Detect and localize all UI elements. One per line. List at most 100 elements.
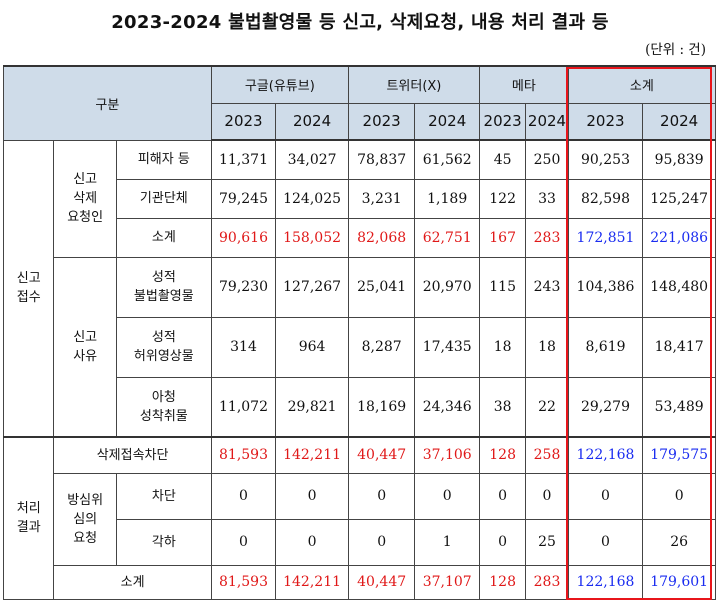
cell: 258	[525, 436, 569, 474]
cell: 167	[478, 217, 527, 258]
cell: 250	[525, 139, 569, 180]
header-twitter: 트위터(X)	[347, 65, 480, 104]
row-label: 각하	[115, 518, 212, 566]
cell: 122,168	[567, 564, 644, 600]
cell: 20,970	[414, 256, 480, 318]
cell: 40,447	[347, 436, 416, 474]
cell: 62,751	[414, 217, 480, 258]
header-year: 2023	[478, 102, 527, 141]
group-request: 신고 삭제 요청인	[53, 139, 117, 258]
cell: 179,601	[642, 564, 716, 600]
cell: 24,346	[414, 376, 480, 438]
row-label: 기관단체	[115, 178, 212, 219]
cell: 104,386	[567, 256, 644, 318]
cell: 124,025	[275, 178, 349, 219]
cell: 95,839	[642, 139, 716, 180]
row-label: 소계	[115, 217, 212, 258]
cell: 11,072	[210, 376, 277, 438]
cell: 18,169	[347, 376, 416, 438]
cell: 18,417	[642, 316, 716, 378]
cell: 127,267	[275, 256, 349, 318]
table-row: 신고 접수 신고 삭제 요청인 피해자 등 11,371 34,027 78,8…	[2, 139, 716, 438]
cell: 964	[275, 316, 349, 378]
cell: 158,052	[275, 217, 349, 258]
cell: 79,245	[210, 178, 277, 219]
row-label: 피해자 등	[115, 139, 212, 180]
cell: 8,619	[567, 316, 644, 378]
cell: 0	[478, 518, 527, 566]
cell: 125,247	[642, 178, 716, 219]
cell: 40,447	[347, 564, 416, 600]
row-label: 아청 성착취물	[115, 376, 212, 438]
cell: 37,107	[414, 564, 480, 600]
table-row: 기관단체 79,245 124,025 3,231 1,189 122 33 8…	[4, 178, 716, 219]
page-title: 2023-2024 불법촬영물 등 신고, 삭제요청, 내용 처리 결과 등	[111, 12, 609, 33]
header-year: 2024	[275, 102, 349, 141]
cell: 78,837	[347, 139, 416, 180]
cell: 122	[478, 178, 527, 219]
cell: 122,168	[567, 436, 644, 474]
cell: 11,371	[210, 139, 277, 180]
header-category: 구분	[3, 65, 212, 141]
cell: 25,041	[347, 256, 416, 318]
cell: 283	[525, 217, 569, 258]
cell: 38	[478, 376, 527, 438]
header-meta: 메타	[478, 65, 569, 104]
cell: 0	[414, 472, 480, 520]
header-year: 2024	[642, 102, 716, 141]
cell: 82,598	[567, 178, 644, 219]
cell: 22	[525, 376, 569, 438]
cell: 0	[478, 472, 527, 520]
table-row: 처리 결과 삭제접속차단 81,593 142,211 40,447 37,10…	[2, 436, 716, 600]
table-row: 각하 0 0 0 1 0 25 0 26	[4, 518, 716, 566]
cell: 0	[347, 472, 416, 520]
cell: 0	[210, 518, 277, 566]
header-year: 2023	[347, 102, 416, 141]
cell: 115	[478, 256, 527, 318]
cell: 29,821	[275, 376, 349, 438]
group-result: 처리 결과	[2, 436, 55, 600]
cell: 221,086	[642, 217, 716, 258]
row-label: 성적 허위영상물	[115, 316, 212, 378]
header-year: 2024	[525, 102, 569, 141]
cell: 17,435	[414, 316, 480, 378]
cell: 3,231	[347, 178, 416, 219]
cell: 90,616	[210, 217, 277, 258]
cell: 45	[478, 139, 527, 180]
header-year: 2023	[210, 102, 277, 141]
cell: 0	[525, 472, 569, 520]
cell: 1	[414, 518, 480, 566]
cell: 81,593	[210, 564, 277, 600]
cell: 8,287	[347, 316, 416, 378]
cell: 243	[525, 256, 569, 318]
cell: 81,593	[210, 436, 277, 474]
row-label: 성적 불법촬영물	[115, 256, 212, 318]
table-row: 소계 90,616 158,052 82,068 62,751 167 283 …	[4, 217, 716, 258]
row-label: 소계	[53, 564, 212, 600]
cell: 0	[567, 518, 644, 566]
header-google: 구글(유튜브)	[210, 65, 349, 104]
cell: 0	[275, 518, 349, 566]
row-label: 차단	[115, 472, 212, 520]
cell: 18	[478, 316, 527, 378]
table-row: 성적 허위영상물 314 964 8,287 17,435 18 18 8,61…	[4, 316, 716, 378]
cell: 142,211	[275, 436, 349, 474]
cell: 25	[525, 518, 569, 566]
cell: 29,279	[567, 376, 644, 438]
cell: 314	[210, 316, 277, 378]
cell: 283	[525, 564, 569, 600]
cell: 26	[642, 518, 716, 566]
header-year: 2023	[567, 102, 644, 141]
cell: 53,489	[642, 376, 716, 438]
cell: 179,575	[642, 436, 716, 474]
cell: 0	[347, 518, 416, 566]
cell: 0	[210, 472, 277, 520]
table-row: 방심위 심의 요청 차단 0 0 0 0 0 0 0 0	[4, 472, 716, 566]
cell: 0	[567, 472, 644, 520]
header-year: 2024	[414, 102, 480, 141]
header-subtotal: 소계	[567, 65, 717, 104]
cell: 1,189	[414, 178, 480, 219]
cell: 18	[525, 316, 569, 378]
cell: 79,230	[210, 256, 277, 318]
unit-label: (단위 : 건)	[645, 42, 706, 58]
